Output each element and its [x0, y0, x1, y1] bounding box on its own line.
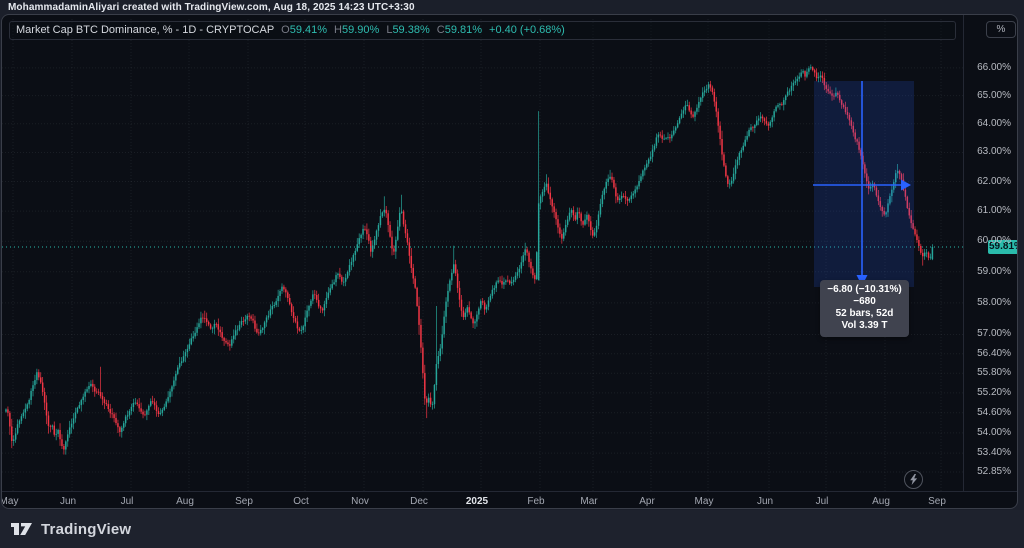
symbol-title: Market Cap BTC Dominance, % - 1D - CRYPT… — [16, 24, 275, 36]
price-tick: 52.85% — [977, 466, 1011, 477]
price-tick: 58.00% — [977, 296, 1011, 308]
measure-bars: 52 bars, 52d — [835, 308, 894, 319]
low-value: 59.38% — [392, 24, 430, 36]
tradingview-logo-icon — [11, 523, 32, 535]
change-value: +0.40 (+0.68%) — [489, 24, 565, 36]
time-label: Jul — [815, 496, 829, 507]
price-tick: 56.40% — [977, 347, 1011, 359]
time-label: Nov — [351, 496, 369, 507]
time-label: Sep — [235, 496, 253, 507]
high-label: H — [334, 24, 342, 36]
price-tick: 61.00% — [977, 205, 1011, 217]
time-label: Feb — [527, 496, 545, 507]
measure-tool[interactable] — [813, 81, 914, 287]
time-label: Jul — [120, 496, 134, 507]
brand-text: TradingView — [41, 520, 132, 538]
price-tick: 66.00% — [977, 61, 1011, 73]
price-tick: 65.00% — [977, 89, 1011, 101]
open-label: O — [281, 24, 290, 36]
time-label: Jun — [59, 496, 77, 507]
time-label: Apr — [639, 496, 655, 507]
lightning-icon — [910, 474, 918, 485]
candlestick-chart[interactable] — [2, 15, 1018, 509]
time-label: Dec — [410, 496, 428, 507]
time-label: 2025 — [465, 496, 489, 507]
time-label: Sep — [928, 496, 946, 507]
low-label: L — [386, 24, 393, 36]
time-label: May — [1, 496, 19, 507]
time-label: Aug — [176, 496, 194, 507]
price-tick: 54.00% — [977, 426, 1011, 438]
last-price-label: 59.81% — [988, 239, 1017, 254]
time-label: May — [694, 496, 714, 507]
quick-trade-button[interactable] — [904, 470, 923, 489]
tradingview-brand[interactable]: TradingView — [10, 520, 131, 538]
chart-frame: Market Cap BTC Dominance, % - 1D - CRYPT… — [1, 14, 1018, 509]
high-value: 59.90% — [342, 24, 380, 36]
snapshot-watermark: MohammadaminAliyari created with Trading… — [8, 2, 415, 13]
time-label: Jun — [756, 496, 774, 507]
price-tick: 59.00% — [977, 265, 1011, 277]
price-tick: 54.60% — [977, 406, 1011, 418]
time-label: Mar — [580, 496, 598, 507]
price-tick: 64.00% — [977, 117, 1011, 129]
bottom-toolbar: TradingView — [0, 510, 1024, 548]
measure-change: −6.80 (−10.31%) −680 — [827, 284, 902, 307]
open-value: 59.41% — [289, 24, 328, 36]
measure-volume: Vol 3.39 T — [841, 320, 888, 331]
candles — [5, 64, 934, 455]
time-label: Aug — [872, 496, 890, 507]
price-tick: 63.00% — [977, 146, 1011, 158]
price-tick: 53.40% — [977, 447, 1011, 459]
time-label: Oct — [293, 496, 309, 507]
measure-tooltip: −6.80 (−10.31%) −680 52 bars, 52d Vol 3.… — [820, 280, 909, 337]
symbol-legend[interactable]: Market Cap BTC Dominance, % - 1D - CRYPT… — [9, 21, 956, 40]
price-tick: 60.00% — [977, 235, 1011, 247]
percent-scale-button[interactable]: % — [986, 21, 1016, 38]
price-tick: 55.20% — [977, 386, 1011, 398]
price-tick: 57.00% — [977, 328, 1011, 340]
close-value: 59.81% — [444, 24, 483, 36]
price-tick: 62.00% — [977, 175, 1011, 187]
close-label: C — [436, 24, 445, 36]
price-tick: 55.80% — [977, 367, 1011, 379]
